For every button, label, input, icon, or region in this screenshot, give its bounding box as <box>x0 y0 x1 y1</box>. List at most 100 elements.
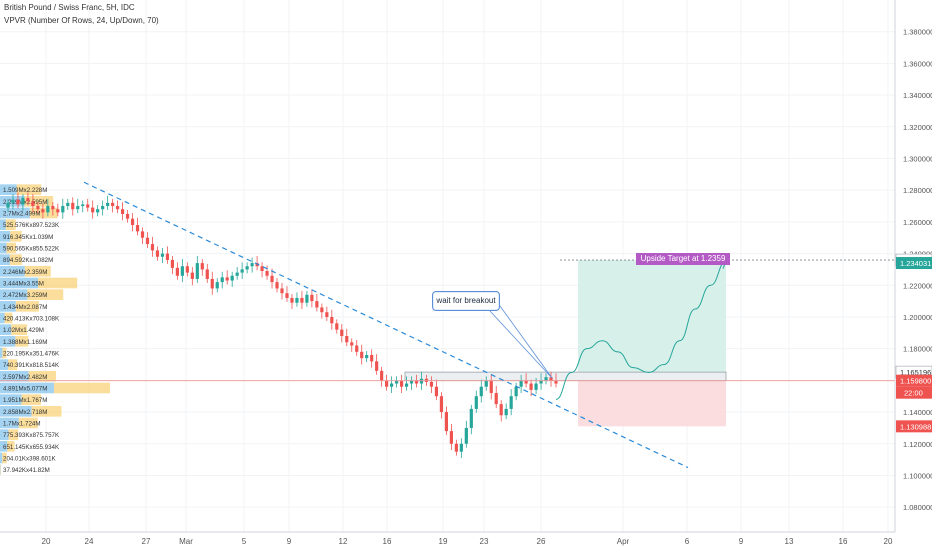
candle-body <box>116 206 119 209</box>
candle-body <box>320 307 323 312</box>
volume-bar-label: 2.7Mx2.499M <box>3 211 41 218</box>
time-tick-label: 24 <box>85 537 94 546</box>
candle-body <box>231 276 234 281</box>
time-tick-label: 16 <box>383 537 392 546</box>
time-tick-label: 19 <box>439 537 448 546</box>
candle-body <box>440 396 443 412</box>
candle-body <box>201 263 204 269</box>
candle-body <box>295 298 298 303</box>
candle-body <box>315 301 318 307</box>
candle-body <box>6 203 9 208</box>
candle-body <box>171 260 174 268</box>
price-tick-label: 1.220000 <box>903 281 932 290</box>
candle-body <box>265 271 268 276</box>
price-tick-label: 1.260000 <box>903 218 932 227</box>
candle-body <box>216 282 219 288</box>
volume-bar-label: 525.576Kx897.523K <box>3 222 60 229</box>
indicator-legend: VPVR (Number Of Rows, 24, Up/Down, 70) <box>4 16 159 25</box>
time-tick-label: 26 <box>537 537 546 546</box>
candle-body <box>500 404 503 415</box>
candle-body <box>121 209 124 214</box>
candle-body <box>106 203 109 206</box>
time-tick-label: 16 <box>839 537 848 546</box>
candle-body <box>46 206 49 212</box>
candle-body <box>350 342 353 345</box>
price-tick-label: 1.380000 <box>903 28 932 37</box>
candle-body <box>275 282 278 288</box>
price-tick-label: 1.340000 <box>903 91 932 100</box>
time-tick-label: Apr <box>617 537 630 546</box>
candle-body <box>36 206 39 209</box>
extra-price-label: 1.234031 <box>900 259 931 268</box>
volume-bar-label: 1.434Mx2.087M <box>3 304 47 311</box>
candle-body <box>51 206 54 209</box>
candle-body <box>475 396 478 409</box>
candle-body <box>510 396 513 409</box>
time-tick-label: 9 <box>739 537 744 546</box>
candle-body <box>156 250 159 256</box>
breakout-callout[interactable]: wait for breakout <box>432 291 500 311</box>
candle-body <box>305 295 308 303</box>
candle-body <box>66 203 69 206</box>
candle-body <box>355 345 358 351</box>
candle-body <box>71 203 74 209</box>
candle-body <box>480 387 483 397</box>
candle-body <box>405 384 408 387</box>
candle-body <box>435 387 438 397</box>
candle-body <box>330 317 333 323</box>
volume-bar-label: 740.391Kx818.514K <box>3 362 60 369</box>
stop-zone <box>578 381 726 427</box>
candle-body <box>285 293 288 298</box>
candle-body <box>520 380 523 386</box>
candle-body <box>470 409 473 428</box>
price-tick-label: 1.200000 <box>903 313 932 322</box>
time-tick-label: 9 <box>287 537 292 546</box>
candle-body <box>335 323 338 329</box>
candle-body <box>450 431 453 444</box>
candle-body <box>91 208 94 213</box>
volume-bar-label: 1.509Mx2.228M <box>3 187 47 194</box>
volume-bar-label: 420.413Kx703.108K <box>3 316 60 323</box>
volume-bar-label: 204.01Kx398.601K <box>3 456 57 463</box>
time-tick-label: Mar <box>179 537 193 546</box>
stop-price-label: 1.130988 <box>900 422 931 431</box>
candle-body <box>151 244 154 250</box>
volume-bar-label: 220.195Kx351.476K <box>3 351 60 358</box>
candle-body <box>385 380 388 386</box>
volume-bar-label: 2.858Mx2.718M <box>3 409 47 416</box>
candle-body <box>241 269 244 272</box>
candle-body <box>146 238 149 244</box>
volume-bar-label: 1.02Mx1.429M <box>3 327 44 334</box>
candle-body <box>41 209 44 212</box>
time-tick-label: 6 <box>685 537 690 546</box>
grid <box>0 0 895 532</box>
candle-body <box>176 268 179 276</box>
time-tick-label: 13 <box>785 537 794 546</box>
volume-profile: 1.509Mx2.228M2.219Mx2.595M2.7Mx2.499M525… <box>0 184 110 475</box>
price-axis-bg <box>895 0 932 550</box>
candle-body <box>251 263 254 266</box>
candle-body <box>360 352 363 358</box>
candle-body <box>31 201 34 206</box>
candle-body <box>111 203 114 206</box>
volume-bar-label: 2.597Mx2.482M <box>3 374 47 381</box>
candle-body <box>455 444 458 452</box>
candle-body <box>534 384 537 390</box>
volume-bar-label: 3.444Mx3.55M <box>3 281 44 288</box>
price-tick-label: 1.300000 <box>903 154 932 163</box>
price-axis[interactable]: 1.3800001.3600001.3400001.3200001.300000… <box>895 0 932 550</box>
candle-body <box>280 288 283 293</box>
candle-body <box>375 361 378 371</box>
volume-bar-label: 2.472Mx3.259M <box>3 292 47 299</box>
target-label[interactable]: Upside Target at 1.2359 <box>636 253 730 265</box>
candle-body <box>544 377 547 380</box>
candle-body <box>340 330 343 336</box>
candle-body <box>181 266 184 276</box>
time-tick-label: 23 <box>480 537 489 546</box>
volume-bar-label: 37.942Kx41.82M <box>3 467 50 474</box>
candle-body <box>221 277 224 282</box>
price-tick-label: 1.100000 <box>903 471 932 480</box>
